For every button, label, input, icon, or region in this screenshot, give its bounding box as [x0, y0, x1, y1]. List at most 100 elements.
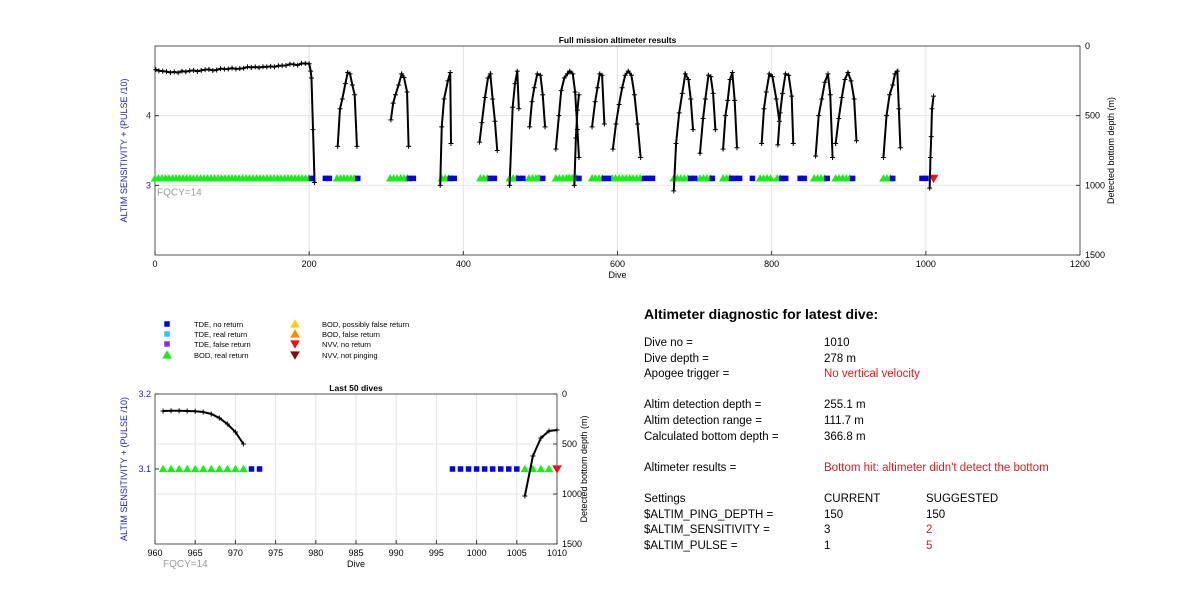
legend-label-6: NVV, no return	[322, 340, 371, 349]
main-depth-point	[556, 113, 562, 119]
recent-depth-point	[208, 411, 214, 417]
main-y2-tick-label: 0	[1085, 41, 1090, 51]
main-depth-point	[700, 115, 706, 121]
recent-bod-real-marker	[239, 464, 248, 473]
main-depth-point	[492, 118, 498, 124]
main-depth-point	[153, 67, 159, 73]
main-depth-point	[679, 90, 685, 96]
main-depth-point	[445, 78, 451, 84]
main-tde-no-marker	[520, 175, 526, 182]
main-y-tick-label: 3	[146, 180, 151, 190]
recent-fqcy-annotation: FQCY=14	[163, 559, 208, 570]
main-tde-no-marker	[322, 175, 329, 182]
main-depth-point	[571, 182, 577, 188]
suggested-header: SUGGESTED	[926, 492, 999, 505]
main-depth-line-4	[478, 70, 499, 151]
recent-x-axis-label: Dive	[347, 559, 365, 569]
main-tde-no-marker	[308, 175, 315, 182]
main-depth-point	[845, 69, 851, 75]
main-depth-line-7	[554, 69, 580, 158]
altim-detection-depth-value: 255.1 m	[824, 399, 866, 412]
main-depth-point	[167, 69, 173, 75]
main-depth-point	[761, 106, 767, 112]
altimeter-results-value: Bottom hit: altimeter didn't detect the …	[824, 461, 1049, 474]
main-depth-point	[337, 106, 343, 112]
legend-marker-6	[290, 340, 300, 349]
main-bod-real-marker	[766, 174, 775, 182]
recent-y2-tick-label: 1500	[562, 539, 582, 549]
main-depth-point	[529, 99, 535, 105]
main-depth-point	[690, 127, 696, 133]
main-depth-point	[479, 120, 485, 126]
main-tde-no-marker	[451, 175, 457, 182]
main-depth-point	[631, 92, 637, 98]
main-depth-point	[542, 124, 548, 130]
legend-label-0: TDE, no return	[194, 320, 243, 329]
ping-depth-label: $ALTIM_PING_DEPTH =	[644, 508, 774, 521]
main-depth-point	[710, 90, 716, 96]
main-depth-line-17	[834, 69, 858, 144]
main-depth-point	[448, 141, 454, 147]
recent-depth-point	[160, 408, 166, 414]
main-depth-point	[310, 127, 316, 133]
dive-depth-value: 278 m	[824, 352, 856, 365]
main-tde-no-marker	[410, 175, 417, 182]
main-depth-point	[625, 68, 631, 74]
recent-y2-tick-label: 1000	[562, 489, 582, 499]
main-depth-point	[218, 66, 224, 72]
legend-marker-5	[290, 329, 300, 338]
main-tde-no-marker	[889, 175, 896, 182]
pulse-current: 1	[824, 539, 831, 552]
altim-detection-depth-label: Altim detection depth =	[644, 399, 762, 412]
legend-label-1: TDE, real return	[194, 330, 247, 339]
dive-no-label: Dive no =	[644, 337, 693, 349]
legend-label-3: BOD, real return	[194, 351, 249, 360]
recent-tde-no-marker	[457, 466, 464, 472]
main-depth-point	[573, 135, 579, 141]
settings-label: Settings	[644, 492, 686, 505]
main-depth-point	[635, 121, 641, 127]
main-depth-point	[592, 99, 598, 105]
diagnostic-panel: Altimeter diagnostic for latest dive: Di…	[644, 306, 1164, 555]
main-depth-point	[572, 89, 578, 95]
main-depth-point	[839, 95, 845, 101]
recent-depth-point	[538, 435, 544, 441]
main-depth-point	[516, 106, 522, 112]
main-x-tick-label: 600	[610, 259, 625, 269]
recent-bod-real-marker	[174, 464, 184, 473]
calculated-bottom-label: Calculated bottom depth =	[644, 430, 779, 443]
altimeter-results-row: Altimeter results = Bottom hit: altimete…	[644, 462, 1164, 478]
main-depth-point	[295, 62, 301, 68]
main-depth-point	[388, 117, 394, 123]
main-depth-point	[851, 96, 857, 102]
main-depth-point	[206, 66, 212, 72]
main-tde-no-marker	[687, 175, 694, 182]
main-depth-point	[268, 63, 274, 69]
main-y2-tick-label: 500	[1085, 111, 1100, 121]
main-depth-line-3	[439, 72, 452, 186]
recent-bod-real-marker	[223, 464, 232, 473]
main-depth-line-18	[882, 68, 902, 158]
recent-y-axis-label: ALTIM SENSITIVITY + (PULSE /10)	[119, 397, 129, 541]
legend-marker-4	[290, 319, 300, 328]
recent-depth-point	[546, 428, 552, 434]
main-depth-point	[682, 71, 688, 77]
recent-x-tick-label: 1010	[547, 548, 567, 558]
main-depth-point	[561, 75, 567, 81]
main-depth-point	[734, 145, 740, 151]
main-depth-point	[352, 92, 358, 98]
main-depth-line-0	[155, 62, 316, 183]
legend-label-5: BOD, false return	[322, 330, 380, 339]
main-depth-point	[576, 154, 582, 160]
recent-depth-point	[200, 409, 206, 415]
main-depth-point	[729, 69, 735, 75]
dive-depth-row: Dive depth = 278 m	[644, 353, 1164, 369]
recent-title: Last 50 dives	[329, 383, 383, 393]
main-depth-point	[842, 76, 848, 82]
main-depth-point	[685, 76, 691, 82]
main-depth-point	[399, 71, 405, 77]
sensitivity-current: 3	[824, 524, 831, 537]
main-depth-point	[720, 146, 726, 152]
main-tde-no-marker	[406, 175, 413, 182]
recent-bod-real-marker	[520, 464, 530, 473]
